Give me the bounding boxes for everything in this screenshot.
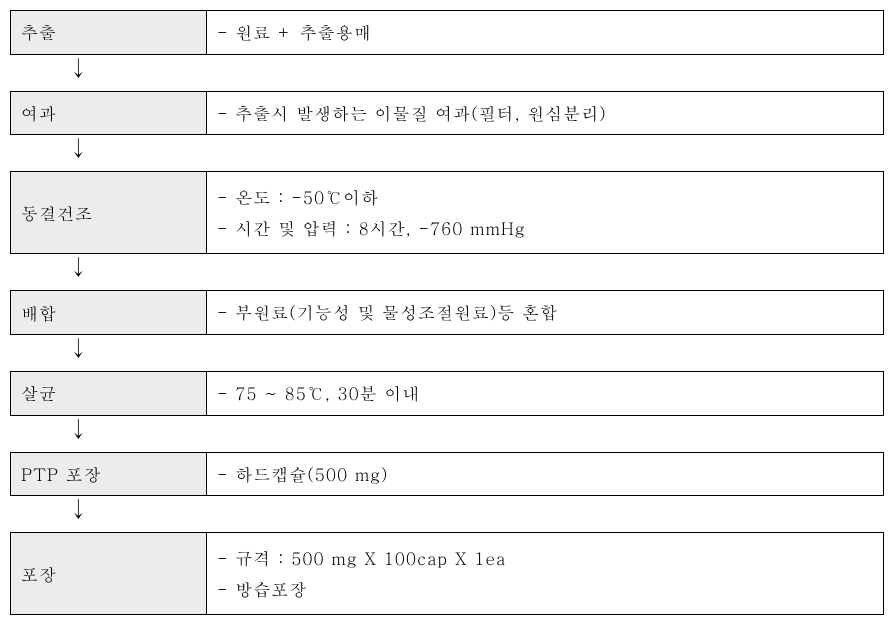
arrow-row: ↓ xyxy=(10,335,884,371)
down-arrow-icon: ↓ xyxy=(70,498,87,520)
step-description-line: - 규격 : 500 mg X 100cap X 1ea xyxy=(217,543,873,574)
step-description-line: - 방습포장 xyxy=(217,574,873,605)
step-description-line: - 원료 + 추출용매 xyxy=(217,17,873,48)
down-arrow-icon: ↓ xyxy=(70,57,87,79)
step-description-line: - 75 ~ 85℃, 30분 이내 xyxy=(217,378,873,409)
arrow-row: ↓ xyxy=(10,496,884,532)
process-step: PTP 포장 - 하드캡슐(500 mg) xyxy=(10,452,884,497)
down-arrow-icon: ↓ xyxy=(70,256,87,278)
process-step: 살균 - 75 ~ 85℃, 30분 이내 xyxy=(10,371,884,416)
step-label: 동결건조 xyxy=(11,172,207,253)
step-description-line: - 부원료(기능성 및 물성조절원료)등 혼합 xyxy=(217,297,873,328)
down-arrow-icon: ↓ xyxy=(70,137,87,159)
process-step: 여과 - 추출시 발생하는 이물질 여과(필터, 원심분리) xyxy=(10,91,884,136)
step-description: - 추출시 발생하는 이물질 여과(필터, 원심분리) xyxy=(207,92,883,135)
process-flow: 추출- 원료 + 추출용매↓여과- 추출시 발생하는 이물질 여과(필터, 원심… xyxy=(10,10,884,615)
step-description-line: - 추출시 발생하는 이물질 여과(필터, 원심분리) xyxy=(217,98,873,129)
down-arrow-icon: ↓ xyxy=(70,418,87,440)
step-label: 배합 xyxy=(11,291,207,334)
step-description: - 온도 : -50℃이하- 시간 및 압력 : 8시간, -760 mmHg xyxy=(207,172,883,253)
step-label: 살균 xyxy=(11,372,207,415)
step-label: 여과 xyxy=(11,92,207,135)
step-label: 추출 xyxy=(11,11,207,54)
arrow-row: ↓ xyxy=(10,416,884,452)
step-description-line: - 온도 : -50℃이하 xyxy=(217,182,873,213)
arrow-row: ↓ xyxy=(10,254,884,290)
process-step: 추출 - 원료 + 추출용매 xyxy=(10,10,884,55)
arrow-row: ↓ xyxy=(10,55,884,91)
step-description: - 75 ~ 85℃, 30분 이내 xyxy=(207,372,883,415)
step-description: - 규격 : 500 mg X 100cap X 1ea- 방습포장 xyxy=(207,533,883,614)
process-step: 배합 - 부원료(기능성 및 물성조절원료)등 혼합 xyxy=(10,290,884,335)
down-arrow-icon: ↓ xyxy=(70,337,87,359)
step-label: PTP 포장 xyxy=(11,453,207,496)
step-label: 포장 xyxy=(11,533,207,614)
step-description: - 원료 + 추출용매 xyxy=(207,11,883,54)
step-description: - 부원료(기능성 및 물성조절원료)등 혼합 xyxy=(207,291,883,334)
process-step: 동결건조- 온도 : -50℃이하- 시간 및 압력 : 8시간, -760 m… xyxy=(10,171,884,254)
arrow-row: ↓ xyxy=(10,135,884,171)
step-description-line: - 시간 및 압력 : 8시간, -760 mmHg xyxy=(217,213,873,244)
step-description: - 하드캡슐(500 mg) xyxy=(207,453,883,496)
process-step: 포장- 규격 : 500 mg X 100cap X 1ea- 방습포장 xyxy=(10,532,884,615)
step-description-line: - 하드캡슐(500 mg) xyxy=(217,459,873,490)
